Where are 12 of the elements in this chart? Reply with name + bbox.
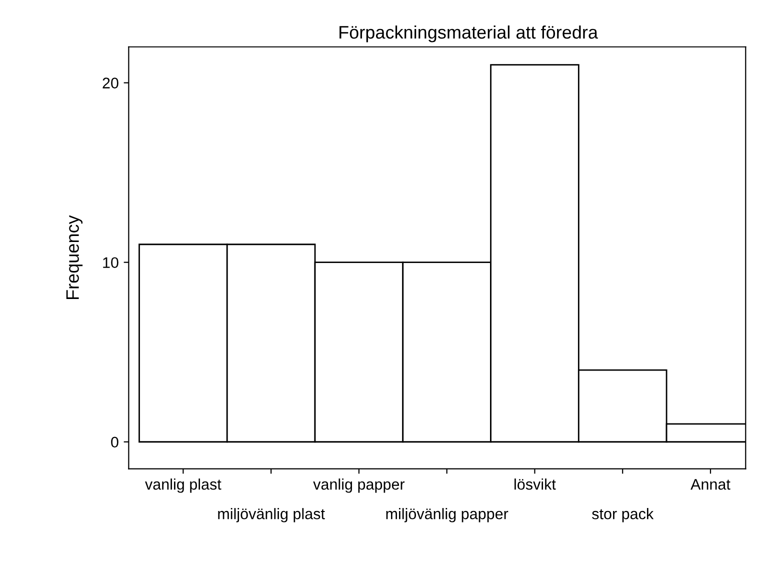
- x-tick-label: lösvikt: [514, 478, 556, 490]
- x-tick-label: Annat: [690, 479, 730, 490]
- x-tick-label: miljövänlig papper: [386, 508, 508, 522]
- x-tick-label: vanlig papper: [313, 478, 405, 493]
- chart-title: Förpackningsmaterial att föredra: [340, 25, 598, 42]
- y-axis-title: Frequency: [66, 215, 83, 300]
- x-tick-label: vanlig plast: [145, 478, 222, 493]
- x-tick-label: stor pack: [592, 508, 654, 522]
- y-tick-label: 10: [103, 257, 118, 268]
- x-tick-label: miljövänlig plast: [218, 508, 325, 522]
- y-tick-label: 0: [111, 436, 118, 448]
- y-tick-label: 20: [102, 78, 118, 88]
